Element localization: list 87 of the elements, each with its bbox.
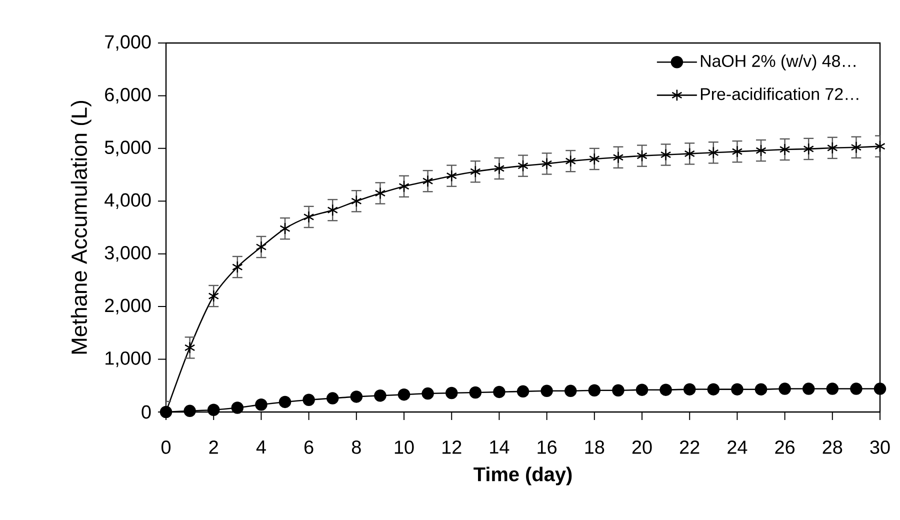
point: [518, 160, 528, 172]
point: [850, 382, 862, 395]
point: [660, 384, 672, 396]
point: [493, 386, 506, 398]
point: [374, 187, 386, 200]
x-tick-label: 24: [728, 440, 748, 454]
point: [732, 145, 743, 158]
point: [826, 382, 839, 395]
x-tick-label: 4: [256, 440, 266, 454]
point: [636, 150, 648, 162]
y-tick-label: 1,000: [106, 351, 151, 368]
x-tick-label: 26: [775, 440, 794, 454]
point: [278, 396, 292, 408]
point: [612, 151, 624, 164]
point: [184, 404, 196, 418]
x-tick-label: 10: [394, 440, 414, 454]
y-tick-label: 5,000: [104, 140, 151, 156]
x-tick-label: 28: [822, 440, 842, 454]
point: [303, 210, 314, 224]
y-tick-label: 7,000: [105, 35, 151, 51]
x-tick-label: 30: [870, 440, 890, 454]
x-tick-label: 12: [442, 440, 462, 454]
y-tick-label: 6,000: [105, 88, 151, 104]
point: [351, 195, 362, 208]
point: [754, 383, 768, 396]
point: [660, 148, 672, 161]
point: [874, 140, 886, 152]
point: [446, 170, 458, 182]
y-tick-label: 4,000: [104, 193, 151, 209]
point: [683, 383, 696, 396]
x-tick-label: 14: [490, 440, 510, 454]
point: [756, 144, 766, 157]
point: [778, 382, 791, 395]
point: [802, 382, 815, 395]
point: [208, 290, 220, 302]
point: [374, 390, 386, 402]
point: [255, 398, 268, 411]
point: [779, 143, 790, 156]
legend-label: Pre-acidification 72…: [700, 88, 858, 100]
point: [350, 390, 363, 403]
y-axis-title: Methane Accumulation (L): [70, 100, 92, 354]
point: [469, 386, 482, 399]
x-tick-label: 8: [352, 440, 361, 454]
x-tick-label: 2: [209, 440, 218, 454]
point: [184, 342, 196, 354]
x-tick-label: 6: [304, 440, 314, 454]
point: [850, 141, 862, 154]
point: [256, 240, 267, 254]
point: [398, 388, 410, 401]
point: [565, 154, 576, 168]
point: [612, 384, 624, 396]
point: [684, 148, 696, 160]
point: [516, 385, 530, 398]
point: [422, 174, 434, 188]
point: [207, 404, 220, 416]
y-tick-label: 2,000: [105, 298, 151, 314]
point: [398, 180, 410, 192]
x-tick-label: 22: [680, 440, 700, 454]
x-axis-title: Time (day): [474, 466, 572, 486]
point: [707, 383, 720, 396]
point: [445, 386, 458, 400]
point: [327, 204, 338, 216]
point: [803, 142, 814, 156]
point: [731, 383, 744, 396]
point: [827, 142, 838, 154]
point: [588, 384, 601, 396]
point: [494, 162, 505, 175]
point: [470, 165, 481, 178]
point: [280, 222, 290, 235]
x-tick-label: 16: [538, 440, 556, 454]
point: [636, 384, 648, 396]
point: [231, 402, 244, 414]
point: [540, 384, 553, 398]
y-tick-label: 3,000: [104, 246, 151, 262]
y-tick-label: 0: [142, 405, 151, 419]
point: [589, 152, 600, 166]
x-tick-label: 18: [585, 440, 604, 454]
point: [708, 146, 719, 159]
point: [302, 394, 315, 406]
point: [422, 387, 434, 400]
point: [232, 260, 243, 274]
legend-label: NaOH 2% (w/v) 48…: [700, 54, 856, 70]
x-tick-label: 0: [161, 440, 171, 454]
point: [326, 392, 339, 404]
point: [564, 384, 577, 398]
point: [541, 158, 552, 170]
x-tick-label: 20: [632, 440, 652, 454]
